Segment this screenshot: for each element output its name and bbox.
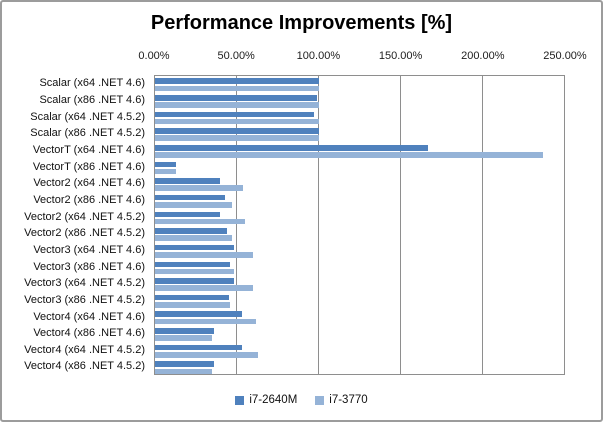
legend-label-series-1: i7-3770 (329, 394, 368, 406)
bar-row (155, 209, 564, 226)
bar-row (155, 259, 564, 276)
bar-row (155, 343, 564, 360)
bar-row (155, 109, 564, 126)
x-tick-label: 250.00% (543, 50, 587, 62)
bar-i7-3770 (155, 218, 245, 225)
bar-row (155, 276, 564, 293)
x-axis: 0.00% 50.00% 100.00% 150.00% 200.00% 250.00% (2, 50, 601, 64)
bar-i7-3770 (155, 268, 234, 275)
bar-i7-2640M (155, 344, 242, 351)
bar-i7-3770 (155, 352, 259, 358)
bar-i7-2640M (155, 294, 229, 301)
bar-i7-3770 (155, 285, 254, 291)
category-label: Vector2 (x86 .NET 4.6) (33, 193, 145, 206)
legend-swatch-series-1 (315, 395, 325, 405)
bar-row (155, 159, 564, 176)
bar-row (155, 126, 564, 143)
category-label: Vector4 (x86 .NET 4.6) (33, 327, 145, 340)
x-tick-label: 100.00% (296, 50, 341, 62)
legend-swatch-series-0 (235, 395, 245, 405)
bar-i7-2640M (155, 211, 221, 218)
bar-i7-3770 (155, 302, 231, 308)
legend-label-series-0: i7-2640M (249, 394, 298, 406)
bar-row (155, 326, 564, 343)
bar-row (155, 293, 564, 310)
legend-item-i7-3770: i7-3770 (315, 394, 368, 406)
bar-i7-3770 (155, 85, 319, 92)
bar-i7-2640M (155, 194, 226, 201)
bar-i7-3770 (155, 168, 177, 175)
bar-row (155, 309, 564, 326)
bar-i7-3770 (155, 368, 213, 375)
bar-i7-3770 (155, 202, 232, 208)
bar-i7-3770 (155, 185, 244, 192)
category-label: Vector3 (x64 .NET 4.6) (33, 243, 145, 256)
bar-i7-2640M (155, 261, 231, 268)
x-tick-label: 150.00% (378, 50, 423, 62)
bar-i7-3770 (155, 102, 319, 108)
gridline (236, 76, 238, 374)
x-tick-label: 50.00% (217, 50, 255, 62)
x-tick-label: 200.00% (461, 50, 505, 62)
category-label: Vector3 (x86 .NET 4.5.2) (24, 293, 145, 306)
chart-title: Performance Improvements [%] (150, 12, 453, 34)
category-label: VectorT (x86 .NET 4.6) (32, 160, 145, 173)
category-label: Scalar (x86 .NET 4.5.2) (30, 127, 145, 140)
bar-i7-2640M (155, 94, 317, 101)
bar-row (155, 243, 564, 260)
bar-i7-3770 (155, 235, 232, 241)
category-label: Scalar (x64 .NET 4.6) (39, 77, 145, 90)
category-label: Scalar (x64 .NET 4.5.2) (30, 110, 145, 123)
bar-i7-2640M (155, 178, 221, 184)
category-label: Vector2 (x64 .NET 4.5.2) (24, 210, 145, 223)
gridline (318, 76, 320, 374)
gridline (399, 76, 401, 374)
x-tick-label: 0.00% (138, 50, 170, 62)
bar-row (155, 359, 564, 376)
legend-item-i7-2640M: i7-2640M (235, 394, 297, 406)
category-label: Vector3 (x86 .NET 4.6) (33, 260, 145, 273)
bar-i7-3770 (155, 335, 213, 341)
bar-i7-3770 (155, 252, 254, 258)
bar-i7-2640M (155, 361, 214, 368)
category-label: Vector4 (x86 .NET 4.5.2) (24, 360, 145, 373)
category-label: Vector4 (x64 .NET 4.6) (33, 310, 145, 323)
bar-i7-3770 (155, 118, 319, 125)
plot-area (154, 75, 565, 375)
bar-i7-2640M (155, 111, 314, 118)
bar-i7-2640M (155, 311, 242, 318)
category-label: VectorT (x64 .NET 4.6) (32, 143, 145, 156)
category-label: Vector2 (x86 .NET 4.5.2) (24, 227, 145, 240)
bar-row (155, 76, 564, 93)
category-label: Scalar (x86 .NET 4.6) (39, 93, 145, 106)
category-label: Vector2 (x64 .NET 4.6) (33, 177, 145, 190)
y-axis-category-labels: Scalar (x64 .NET 4.6) Scalar (x86 .NET 4.… (2, 75, 149, 375)
bar-i7-2640M (155, 278, 234, 284)
bar-row (155, 93, 564, 110)
bar-row (155, 176, 564, 193)
bar-i7-3770 (155, 135, 319, 142)
bar-row (155, 226, 564, 243)
bar-i7-3770 (155, 152, 543, 158)
bar-i7-3770 (155, 318, 257, 325)
bar-row (155, 143, 564, 160)
bar-i7-2640M (155, 128, 319, 134)
bar-i7-2640M (155, 161, 177, 168)
bar-i7-2640M (155, 78, 319, 84)
bar-i7-2640M (155, 244, 234, 251)
category-label: Vector4 (x64 .NET 4.5.2) (24, 343, 145, 356)
legend: i7-2640M i7-3770 (2, 394, 601, 406)
bar-i7-2640M (155, 228, 227, 234)
category-label: Vector3 (x64 .NET 4.5.2) (24, 277, 145, 290)
bar-i7-2640M (155, 328, 214, 334)
gridline (481, 76, 483, 374)
bar-row (155, 193, 564, 210)
bar-i7-2640M (155, 144, 429, 151)
